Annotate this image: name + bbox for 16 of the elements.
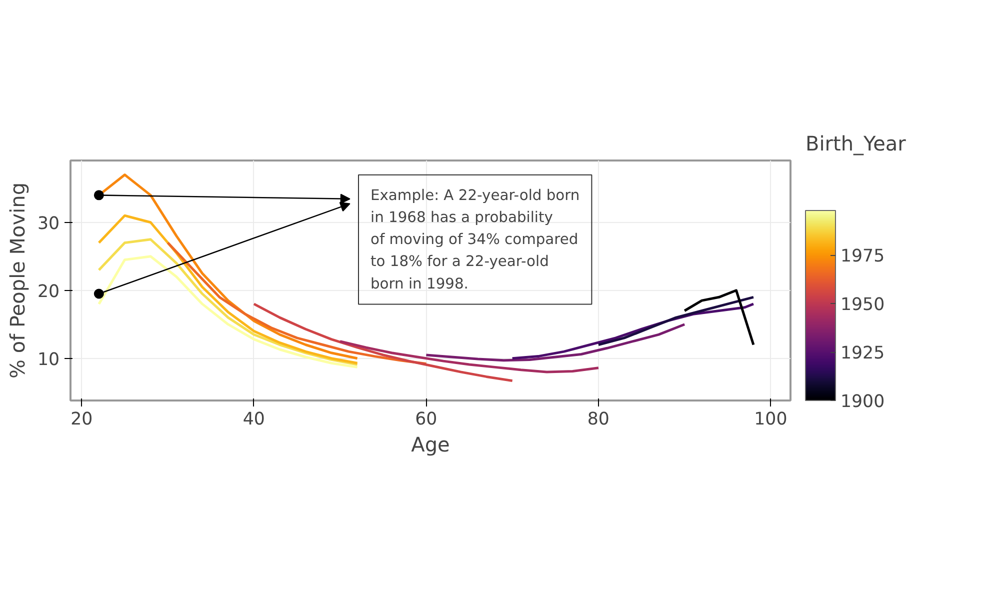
x-tick-label: 80	[587, 410, 610, 430]
x-tick-label: 20	[70, 410, 93, 430]
color-bar-label: 1925	[840, 344, 885, 364]
color-bar-label: 1900	[840, 392, 885, 412]
x-tick-label: 60	[415, 410, 438, 430]
y-tick-label: 20	[37, 282, 60, 302]
x-tick-label: 100	[754, 410, 788, 430]
x-axis-title: Age	[411, 432, 450, 456]
color-bar-label: 1975	[840, 246, 885, 267]
y-tick-label: 10	[37, 350, 60, 370]
color-bar-label: 1950	[840, 295, 885, 316]
y-tick-label: 30	[37, 214, 60, 234]
color-bar-title: Birth_Year	[806, 132, 907, 156]
y-axis-title: % of People Moving	[5, 182, 30, 379]
x-tick-label: 40	[242, 410, 265, 430]
annotation: Example: A 22-year-old born in 1968 has a probability of moving of 34% compared to 18% for a 22-year-old born in 1998.	[370, 186, 580, 292]
